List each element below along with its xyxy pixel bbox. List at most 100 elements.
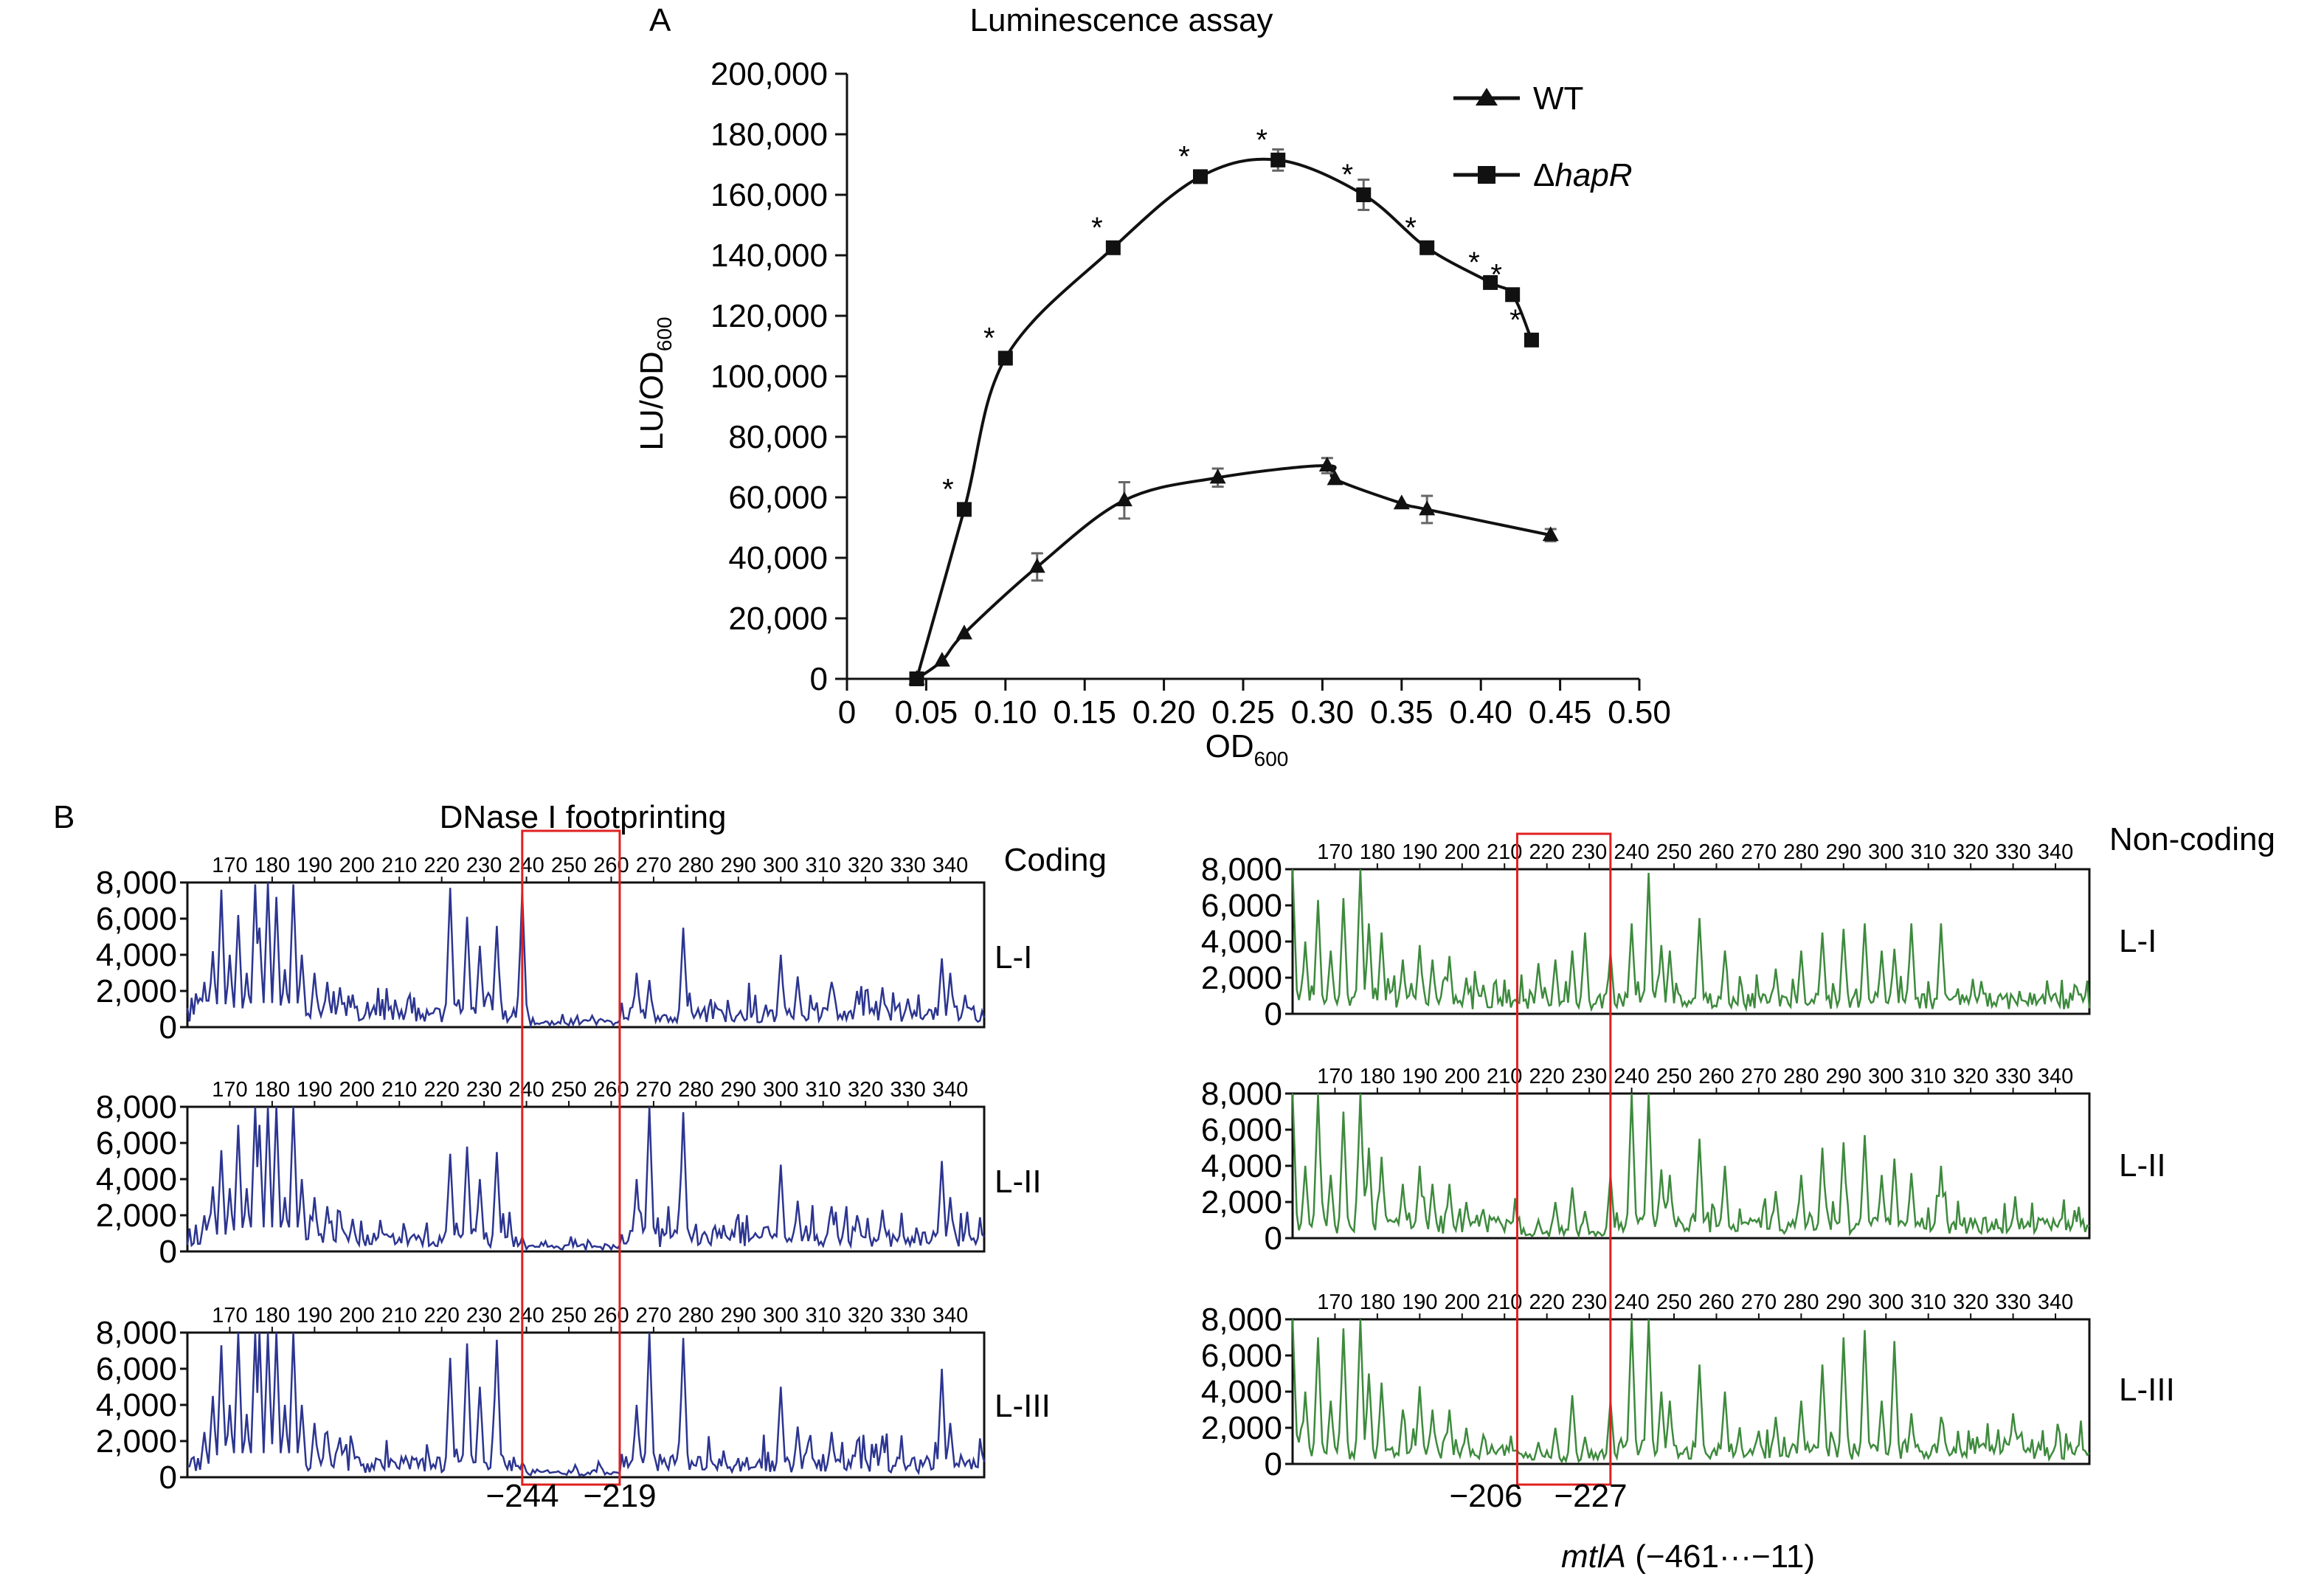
lane-x-tick-label: 200 [339,1304,375,1327]
lane-x-tick-label: 210 [381,854,417,877]
lane-x-tick-label: 220 [1529,1065,1564,1088]
lane-x-tick-label: 310 [1911,840,1946,864]
data-point-wt [955,624,972,640]
panel-a-y-axis-label: LU/OD600 [634,317,676,450]
lane-y-tick-label: 2,000 [1201,960,1282,996]
data-point-wt [1028,558,1045,573]
protected-region-box [521,829,621,1486]
data-point-hapr [1193,169,1208,184]
data-point-hapr [1505,287,1521,303]
lane-x-tick-label: 290 [1826,1291,1861,1314]
y-tick-label: 20,000 [728,601,828,637]
lane-x-tick-label: 170 [1317,1065,1352,1088]
lane-y-tick-label: 0 [1265,1446,1282,1482]
lane-x-tick-label: 220 [423,854,459,877]
lane-x-tick-label: 170 [1317,1291,1352,1314]
lane-x-tick-label: 330 [1995,1291,2030,1314]
series-line-hapr [915,157,1533,680]
lane-x-tick-label: 340 [933,854,968,877]
lane-x-tick-label: 220 [1529,840,1564,864]
lane-x-tick-label: 280 [1783,1065,1819,1088]
svg-text:LU/OD600: LU/OD600 [634,317,676,450]
lane-x-tick-label: 220 [423,1078,459,1102]
svg-text:ΔhapR: ΔhapR [1533,157,1633,193]
lane-x-tick-label: 190 [1402,840,1437,864]
lane-x-tick-label: 230 [1571,1291,1607,1314]
lane-x-tick-label: 330 [890,1304,925,1327]
lane-y-tick-label: 0 [1265,1220,1282,1257]
lane-x-tick-label: 250 [551,1304,587,1327]
legend-square-marker [1478,166,1495,184]
lane-frame [186,1105,986,1253]
lane-x-tick-label: 280 [1783,840,1819,864]
x-tick-label: 0.25 [1211,694,1275,730]
mtla-gene-name: mtlA [1561,1538,1626,1575]
lane-x-tick-label: 170 [1317,840,1352,864]
lane-x-tick-label: 240 [508,1304,544,1327]
lane-y-tick-label: 6,000 [96,1351,177,1387]
lane-x-tick-label: 310 [806,854,841,877]
legend-label-hapr: hapR [1554,157,1632,193]
data-point-hapr [1270,152,1286,167]
lane-x-tick-label: 340 [2038,1065,2073,1088]
lane-label-noncoding-1: L-I [2119,923,2157,959]
significance-star: * [1256,124,1268,156]
noncoding-box-label-right: −227 [1554,1478,1627,1514]
lane-x-tick-label: 250 [551,854,587,877]
lane-x-tick-label: 180 [1360,840,1395,864]
panel-a-letter: A [649,2,671,38]
significance-star: * [1178,140,1190,173]
lane-trace [1291,1319,2090,1464]
lane-x-tick-label: 300 [1868,1065,1903,1088]
significance-star: * [1405,212,1417,244]
lane-y-tick-label: 8,000 [96,1315,177,1351]
lane-y-tick-label: 6,000 [1201,888,1282,924]
lane-y-tick-label: 6,000 [1201,1112,1282,1148]
lane-x-tick-label: 190 [297,1304,332,1327]
lane-x-tick-label: 230 [466,1304,502,1327]
lane-x-tick-label: 290 [721,1304,756,1327]
lane-x-tick-label: 290 [1826,1065,1861,1088]
lane-x-tick-label: 260 [1698,1065,1734,1088]
lane-x-tick-label: 270 [1741,1065,1777,1088]
lane-x-tick-label: 270 [636,1078,671,1102]
lane-x-tick-label: 300 [763,1304,798,1327]
lane-x-tick-label: 270 [636,854,671,877]
lane-x-tick-label: 320 [848,1078,883,1102]
data-point-wt [1542,526,1559,542]
lane-y-tick-label: 2,000 [96,1423,177,1460]
protected-region-box [1515,832,1612,1486]
data-point-hapr [1524,332,1539,348]
coding-box-label-left: −244 [485,1478,558,1514]
x-tick-label: 0.45 [1529,694,1592,730]
lane-x-tick-label: 200 [339,1078,375,1102]
lane-x-tick-label: 320 [848,854,883,877]
lane-x-tick-label: 280 [678,1304,713,1327]
lane-y-tick-label: 8,000 [96,1089,177,1125]
lane-x-tick-label: 200 [339,854,375,877]
legend-triangle-marker [1476,88,1498,106]
lane-label-coding-3: L-III [995,1388,1051,1424]
x-tick-label: 0 [838,694,856,730]
significance-star: * [1091,212,1103,244]
data-point-hapr [909,671,924,686]
lane-x-tick-label: 180 [255,1304,290,1327]
lane-y-tick-label: 8,000 [96,865,177,901]
x-tick-label: 0.50 [1608,694,1671,730]
significance-star: * [1341,159,1353,191]
lane-x-tick-label: 340 [2038,840,2073,864]
legend-item-hapr: ΔhapR [1453,157,1633,193]
lane-x-tick-label: 230 [1571,1065,1607,1088]
data-point-wt [1419,500,1436,516]
lane-x-tick-label: 310 [1911,1065,1946,1088]
lane-x-tick-label: 340 [933,1304,968,1327]
y-tick-label: 100,000 [710,359,828,395]
lane-x-tick-label: 320 [1953,1065,1988,1088]
mtla-range: (−461···−11) [1626,1538,1815,1575]
data-point-wt [1327,470,1343,486]
